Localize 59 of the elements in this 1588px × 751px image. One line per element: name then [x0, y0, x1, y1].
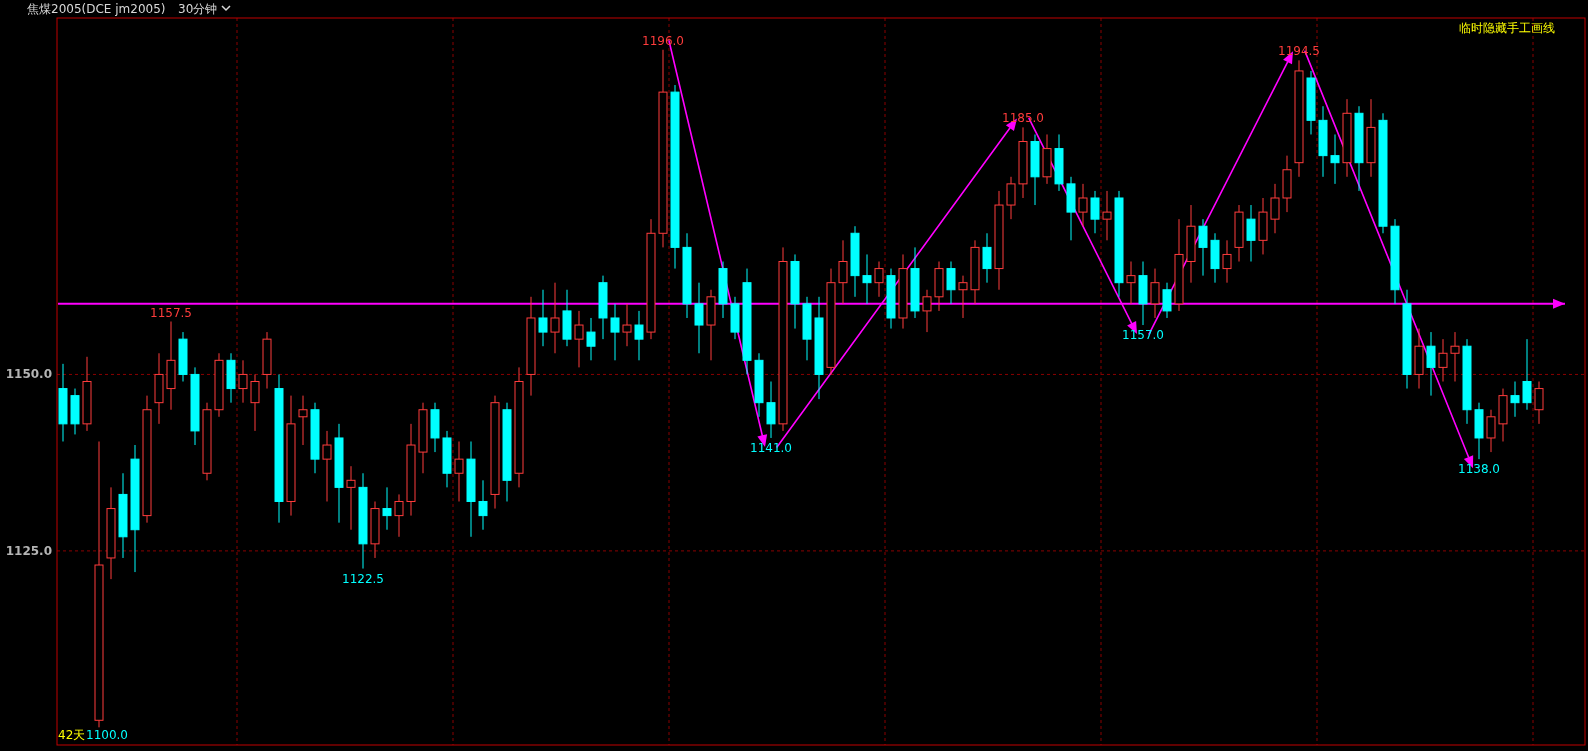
candlestick: [454, 441, 464, 502]
candlestick: [766, 381, 776, 439]
annotation: 1141.0: [750, 440, 792, 455]
annotation: 1157.5: [150, 305, 192, 320]
candlestick: [874, 261, 884, 298]
candlestick: [838, 239, 848, 305]
y-tick-label: 1150.0: [5, 367, 52, 382]
candlestick: [1438, 338, 1448, 382]
annotation: 临时隐藏手工画线: [1459, 21, 1555, 35]
annotation: 42天: [58, 728, 86, 742]
annotation: 1157.0: [1122, 328, 1164, 343]
candlestick: [634, 310, 644, 361]
candlestick: [622, 303, 632, 347]
annotation: 1138.0: [1458, 462, 1500, 477]
y-tick-label: 1125.0: [5, 543, 52, 558]
candlestick: [1150, 268, 1160, 319]
candlestick: [1102, 190, 1112, 241]
candlestick: [298, 395, 308, 446]
candlestick: [1162, 282, 1172, 319]
candlestick: [1486, 409, 1496, 453]
candlestick: [1090, 190, 1100, 234]
candlestick: [610, 303, 620, 361]
candlestick: [394, 493, 404, 538]
candlestick: [1426, 331, 1436, 397]
candlestick: [1522, 338, 1532, 411]
candlestick: [958, 275, 968, 319]
annotation: 1196.0: [642, 33, 684, 48]
candlestick: [478, 479, 488, 531]
candlestick: [946, 261, 956, 305]
candlestick: [1510, 381, 1520, 418]
candlestick: [1246, 204, 1256, 263]
candlestick: [250, 373, 260, 432]
candlestick: [574, 310, 584, 368]
annotation: 1194.5: [1278, 44, 1320, 59]
candlestick: [982, 232, 992, 284]
candlestick: [1222, 239, 1232, 284]
chart-title: 焦煤2005(DCE jm2005): [27, 2, 166, 16]
annotation: 1185.0: [1002, 111, 1044, 126]
candlestick: [550, 282, 560, 354]
candlestick: [586, 317, 596, 361]
candlestick: [922, 289, 932, 333]
candlestick: [346, 465, 356, 531]
candlestick: [1330, 133, 1340, 185]
candlestick: [1450, 331, 1460, 382]
candlestick: [1198, 218, 1208, 277]
candlestick: [322, 430, 332, 502]
candlestick: [1006, 176, 1016, 220]
annotation: 1100.0: [86, 728, 128, 742]
candlestick: [238, 359, 248, 404]
candlestick: [1534, 381, 1544, 425]
chart-subtitle: 30分钟: [178, 2, 218, 16]
candlestick: [538, 289, 548, 347]
candlestick: [1270, 183, 1280, 234]
candlestick: [1078, 183, 1088, 227]
candlestick: [694, 282, 704, 354]
candlestick: [862, 253, 872, 305]
annotation: 1122.5: [342, 571, 384, 586]
candlestick: [1126, 261, 1136, 305]
candlestick: [382, 486, 392, 531]
